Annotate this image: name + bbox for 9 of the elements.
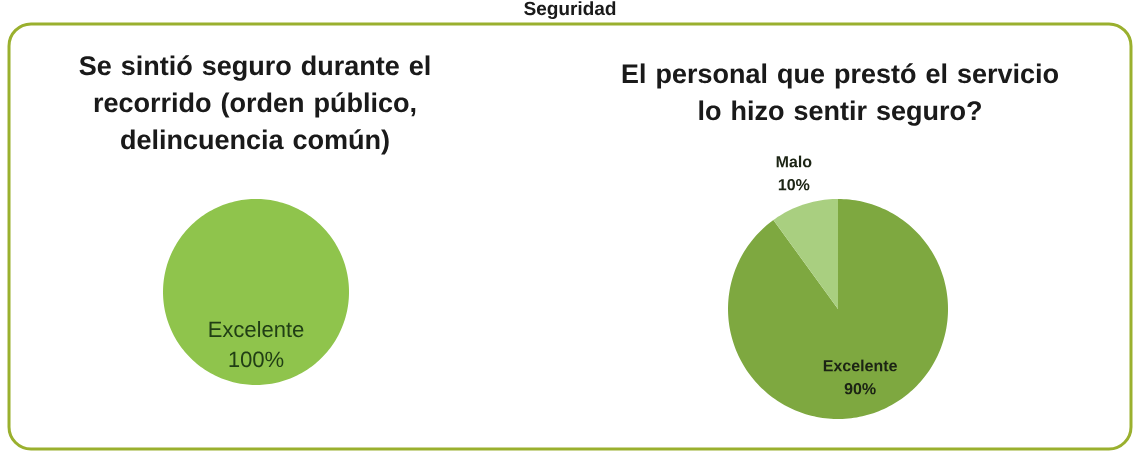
data-label: 90% (844, 383, 876, 395)
slice-label: Malo (776, 155, 812, 168)
slice-label: Excelente (823, 359, 897, 372)
data-label: 10% (778, 179, 810, 191)
slice-label: Excelente (209, 320, 304, 338)
data-label: 100% (229, 351, 284, 368)
chart-title: Se sintió seguro durante el recorrido (orden público, delincuencia común) (79, 55, 430, 155)
chart-title: El personal que prestó el servicio lo hizo sentir seguro? (622, 63, 1058, 126)
text: Seguridad (524, 1, 616, 19)
